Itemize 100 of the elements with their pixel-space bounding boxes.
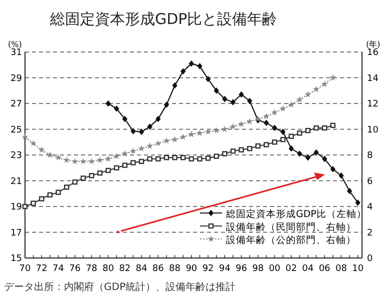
point — [230, 99, 236, 106]
y-axis-title: (%) — [8, 40, 22, 49]
text: データ出所：内閣府（GDP統計）、設備年齢は推計 — [4, 281, 236, 293]
point — [180, 133, 186, 140]
x-tick-label: 98 — [252, 264, 264, 274]
point — [54, 154, 62, 160]
point — [63, 156, 70, 164]
point — [222, 96, 228, 102]
point — [30, 200, 36, 206]
point — [122, 116, 128, 122]
x-tick-label: 00 — [268, 264, 281, 274]
point — [188, 156, 194, 162]
point — [180, 154, 186, 160]
point — [130, 128, 136, 134]
point — [138, 128, 144, 136]
chart-title: 総固定資本形成GDP比と設備年齢 — [49, 10, 278, 28]
point — [114, 165, 120, 170]
point — [80, 158, 87, 164]
x-tick-label: 96 — [236, 264, 248, 274]
point — [147, 156, 152, 162]
y-tick-label: 19 — [10, 202, 22, 212]
point — [154, 140, 162, 146]
point — [355, 199, 360, 206]
point — [230, 123, 236, 130]
point — [138, 158, 144, 164]
y-tick-label: 29 — [10, 74, 22, 84]
x-tick-label: 08 — [335, 264, 348, 274]
x-tick-label: 86 — [152, 264, 164, 274]
x-tick-label: 70 — [19, 264, 31, 274]
point — [46, 151, 54, 158]
y2-tick-label: 14 — [367, 74, 379, 84]
y-tick-label: 15 — [10, 254, 22, 264]
point — [238, 91, 244, 98]
y-tick-label: 25 — [10, 125, 22, 136]
point — [96, 156, 104, 164]
x-tick-label: 92 — [202, 264, 214, 274]
x-tick-label: 90 — [186, 264, 198, 274]
point — [72, 158, 78, 164]
point — [147, 123, 152, 130]
point — [305, 128, 311, 134]
point — [163, 137, 170, 144]
y2-tick-label: 12 — [367, 100, 378, 110]
y-tick-label: 21 — [10, 176, 22, 187]
point — [22, 204, 28, 210]
point — [130, 148, 137, 154]
point — [64, 184, 70, 190]
point — [88, 173, 94, 178]
point — [330, 166, 336, 172]
point — [262, 112, 270, 120]
point — [304, 90, 312, 98]
point — [121, 150, 128, 157]
point — [114, 105, 120, 112]
point — [214, 87, 219, 94]
point — [188, 60, 194, 67]
point — [38, 146, 45, 153]
point — [255, 143, 261, 149]
point — [314, 149, 319, 156]
y2-tick-label: 16 — [367, 48, 379, 58]
y2-tick-label: 4 — [367, 202, 373, 212]
point — [30, 140, 37, 146]
x-tick-label: 72 — [36, 264, 48, 274]
x-tick-label: 76 — [69, 264, 81, 274]
x-tick-label: 06 — [318, 264, 331, 274]
point — [97, 170, 102, 176]
point — [180, 68, 186, 75]
point — [280, 136, 286, 142]
point — [156, 116, 161, 122]
point — [22, 133, 28, 140]
point — [280, 128, 286, 136]
point — [247, 146, 252, 152]
point — [39, 196, 44, 202]
point — [321, 80, 328, 88]
y-tick-label: 27 — [10, 100, 22, 110]
point — [172, 82, 178, 89]
point — [106, 100, 111, 107]
point — [312, 86, 320, 92]
point — [330, 74, 336, 81]
y2-axis-title: (年) — [366, 40, 380, 49]
y2-tick-label: 6 — [367, 176, 373, 187]
point — [164, 102, 170, 108]
point — [314, 125, 319, 131]
point — [205, 156, 211, 161]
point — [171, 136, 178, 142]
y-tick-label: 23 — [10, 151, 22, 161]
point — [47, 192, 53, 198]
point — [222, 151, 228, 156]
point — [230, 148, 236, 154]
point — [104, 155, 112, 162]
point — [288, 145, 294, 152]
point — [172, 154, 178, 160]
point — [280, 105, 286, 112]
point — [138, 145, 145, 152]
point — [164, 154, 170, 160]
point — [238, 120, 245, 127]
x-tick-label: 10 — [352, 264, 364, 274]
x-tick-label: 88 — [169, 264, 181, 274]
point — [213, 127, 220, 134]
point — [246, 118, 254, 124]
y-tick-label: 17 — [10, 228, 22, 238]
x-tick-label: 74 — [52, 264, 64, 274]
